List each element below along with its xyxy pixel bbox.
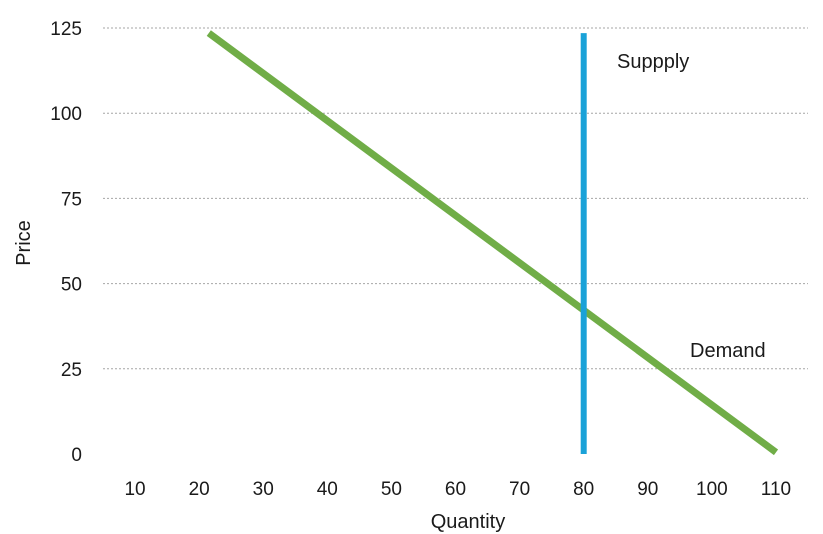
x-tick-label: 100 [696, 479, 728, 500]
x-tick-label: 90 [637, 479, 658, 500]
x-tick-label: 10 [124, 479, 145, 500]
x-tick-label: 60 [445, 479, 466, 500]
x-tick-label: 30 [253, 479, 274, 500]
series-label-demand: Demand [690, 340, 766, 362]
y-tick-labels: 0 25 50 75 100 125 [50, 19, 82, 466]
series-labels: Demand Suppply [617, 51, 766, 362]
y-tick-label: 75 [61, 189, 82, 210]
y-tick-label: 50 [61, 275, 82, 296]
y-tick-label: 100 [50, 104, 82, 125]
x-tick-label: 40 [317, 479, 338, 500]
series-lines [206, 30, 779, 456]
gridlines [103, 27, 808, 370]
x-tick-labels: 10 20 30 40 50 60 70 80 90 100 110 [124, 479, 791, 500]
series-line-demand [206, 30, 779, 456]
y-axis-label: Price [13, 220, 35, 266]
y-tick-label: 125 [50, 19, 82, 40]
y-tick-label: 0 [71, 445, 82, 466]
x-tick-label: 80 [573, 479, 594, 500]
y-tick-label: 25 [61, 360, 82, 381]
x-tick-label: 110 [761, 479, 791, 500]
series-label-suppply: Suppply [617, 51, 689, 73]
x-tick-label: 70 [509, 479, 530, 500]
x-tick-label: 20 [189, 479, 210, 500]
x-axis-label: Quantity [431, 511, 505, 533]
x-tick-label: 50 [381, 479, 402, 500]
